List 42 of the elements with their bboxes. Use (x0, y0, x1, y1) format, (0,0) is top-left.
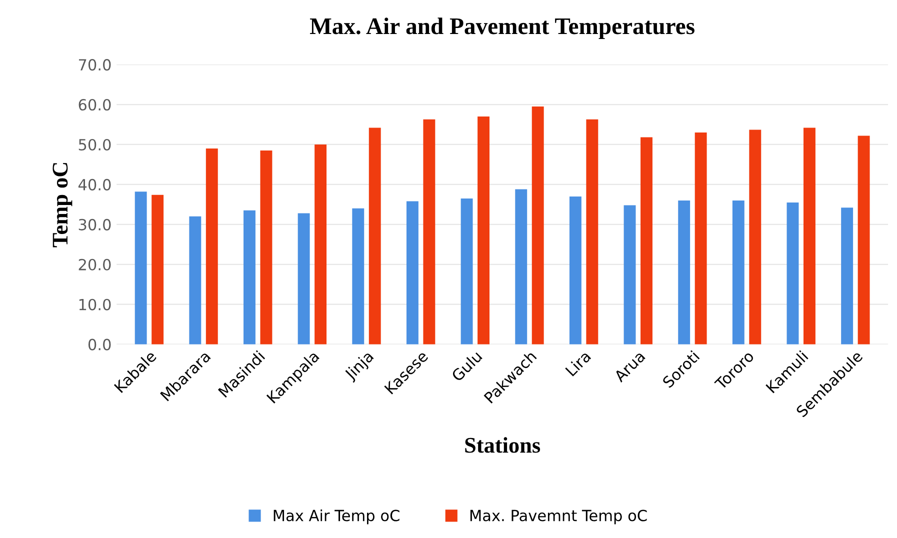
chart-title: Max. Air and Pavement Temperatures (310, 18, 694, 40)
y-tick-label: 60.0 (78, 98, 111, 111)
bar (569, 196, 582, 344)
bar (586, 119, 598, 344)
bar (206, 148, 218, 344)
bar (260, 150, 272, 344)
bar (189, 216, 202, 344)
x-axis-title: Stations (465, 437, 540, 453)
y-tick-label: 10.0 (79, 298, 111, 310)
bar (804, 128, 816, 344)
bar (152, 194, 164, 344)
bar (298, 213, 310, 344)
bar (786, 202, 799, 344)
y-tick-label: 50.0 (78, 138, 111, 151)
bar (532, 106, 544, 344)
bar (423, 119, 436, 344)
x-tick-label: Lira (564, 350, 592, 377)
bar (406, 201, 418, 344)
bar (515, 189, 528, 344)
bar (841, 208, 854, 344)
bar (640, 137, 652, 344)
bar (244, 210, 256, 344)
bar (134, 192, 147, 344)
bar (460, 198, 473, 344)
y-tick-label: 40.0 (78, 178, 111, 190)
bar (352, 208, 364, 344)
bar (368, 128, 381, 344)
y-tick-label: 30.0 (78, 218, 111, 230)
bar (678, 200, 690, 344)
y-tick-label: 0.0 (88, 338, 111, 350)
bar (624, 205, 636, 344)
y-axis-title: Temp oC (52, 163, 72, 248)
bar (858, 136, 870, 344)
bar (732, 200, 744, 344)
legend-label: Max Air Temp oC (274, 509, 400, 524)
bar (749, 130, 762, 344)
y-tick-label: 70.0 (78, 59, 111, 71)
bar (314, 144, 327, 344)
legend-label: Max. Pavemnt Temp oC (470, 510, 647, 524)
bar (478, 116, 490, 344)
bar (694, 132, 707, 344)
y-tick-label: 20.0 (78, 258, 111, 270)
